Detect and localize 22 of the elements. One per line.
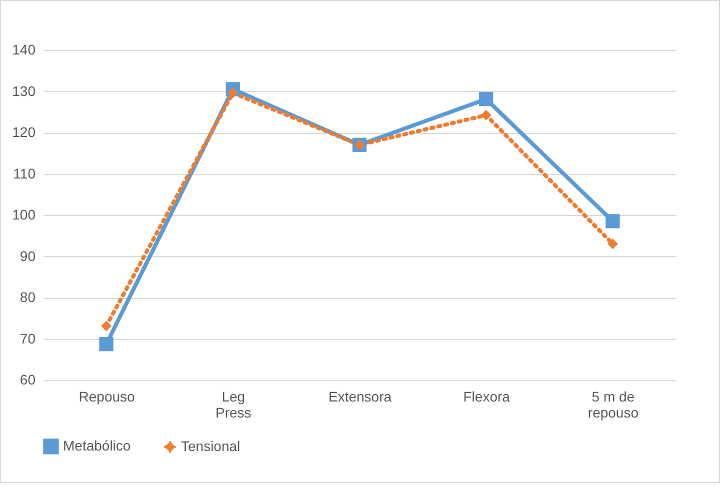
x-tick-label: Extensora xyxy=(328,388,392,404)
point xyxy=(607,238,618,250)
x-tick-label: Repouso xyxy=(78,388,136,404)
point xyxy=(480,110,492,120)
legend-label: Tensional xyxy=(181,438,240,454)
y-tick-label: 100 xyxy=(12,206,36,222)
x-tick-label: 5 m de repouso xyxy=(588,388,639,420)
y-tick-label: 90 xyxy=(20,248,36,264)
y-tick-label: 70 xyxy=(20,330,36,346)
point xyxy=(99,337,114,352)
x-tick-label: Leg Press xyxy=(216,388,252,420)
y-tick-label: 130 xyxy=(12,82,36,99)
y-tick-label: 110 xyxy=(13,165,36,182)
point xyxy=(606,214,620,228)
y-tick-label: 140 xyxy=(12,42,36,58)
point xyxy=(479,92,494,106)
y-tick-label: 80 xyxy=(20,289,36,305)
y-tick-label: 60 xyxy=(20,372,36,388)
y-tick-label: 120 xyxy=(12,124,36,140)
x-tick-label: Flexora xyxy=(463,388,510,404)
legend-label: Metabólico xyxy=(63,437,131,454)
point xyxy=(101,320,112,332)
